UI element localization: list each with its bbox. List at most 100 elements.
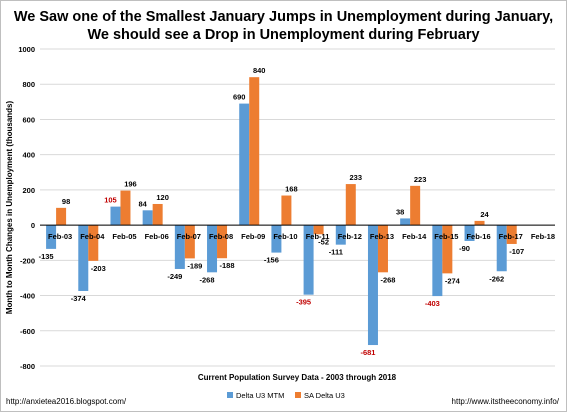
y-tick-label: -200 [20,256,35,265]
x-axis-ticks: Feb-03 Feb-04 Feb-05 Feb-06 Feb-07 Feb-08 Feb-… [48,232,555,241]
y-tick-label: 800 [22,80,35,89]
data-label: 84 [138,199,147,208]
bar-delta-u3-mtm [335,225,346,245]
data-label: -249 [167,272,182,281]
x-tick-label: Feb-09 [241,232,265,241]
x-tick-label: Feb-18 [531,232,555,241]
legend-label-sa-delta-u3: SA Delta U3 [304,391,345,400]
bar-delta-u3-mtm [400,218,411,226]
y-tick-label: -800 [20,362,35,371]
data-label: -90 [459,244,470,253]
x-tick-label: Feb-17 [499,232,523,241]
legend-label-delta-u3-mtm: Delta U3 MTM [236,391,284,400]
bar-delta-u3-mtm [46,225,57,249]
bar-sa-delta-u3 [313,225,324,235]
data-label: 38 [396,207,404,216]
data-label: 223 [414,175,427,184]
data-label: -203 [91,264,106,273]
data-label: -189 [187,261,202,270]
data-label: 840 [253,66,266,75]
data-label: 196 [124,180,137,189]
data-labels: -135 98 -374 -203 105 196 84 120 -249 -189 -268 -18… [39,66,525,357]
bar-sa-delta-u3 [281,195,292,226]
bar-delta-u3-mtm [78,225,89,291]
data-label: 105 [104,196,117,205]
y-tick-label: 0 [31,221,35,230]
x-tick-label: Feb-07 [177,232,201,241]
bar-sa-delta-u3 [56,207,67,226]
data-label: -107 [509,247,524,256]
bar-delta-u3-mtm [271,225,282,253]
bar-delta-u3-mtm [432,225,443,297]
data-label: -188 [220,261,235,270]
x-tick-label: Feb-12 [338,232,362,241]
y-axis-label: Month to Month Changes in Unemployment (… [5,101,14,315]
footer-right-url: http://www.itstheeconomy.info/ [451,397,559,406]
bar-sa-delta-u3 [506,225,517,244]
data-label: -268 [200,275,215,284]
data-label: 233 [350,173,363,182]
bar-sa-delta-u3 [377,225,388,273]
x-tick-label: Feb-13 [370,232,394,241]
y-tick-label: -600 [20,327,35,336]
x-tick-label: Feb-11 [306,232,330,241]
bar-sa-delta-u3 [217,225,228,259]
data-label: -156 [264,256,279,265]
y-tick-label: 1000 [18,45,35,54]
bar-sa-delta-u3 [345,184,356,226]
chart-title: We Saw one of the Smallest January Jumps… [0,8,567,44]
bar-delta-u3-mtm [110,206,121,226]
bar-sa-delta-u3 [410,185,421,226]
legend-swatch-sa-delta-u3 [295,392,301,398]
bar-sa-delta-u3 [442,225,453,274]
bar-delta-u3-mtm [239,103,250,226]
data-label: -395 [296,298,311,307]
x-tick-label: Feb-16 [466,232,490,241]
data-label: -52 [318,237,329,246]
chart-title-line2: We should see a Drop in Unemployment dur… [87,27,480,43]
data-label: -268 [380,275,395,284]
bar-delta-u3-mtm [174,225,185,269]
data-label: -262 [489,274,504,283]
bar-sa-delta-u3 [184,225,195,259]
data-label: 120 [156,193,169,202]
x-tick-label: Feb-15 [434,232,458,241]
bar-sa-delta-u3 [249,77,260,226]
bar-sa-delta-u3 [474,220,485,226]
legend: Delta U3 MTM SA Delta U3 [227,391,345,400]
legend-swatch-delta-u3-mtm [227,392,233,398]
x-tick-label: Feb-06 [145,232,169,241]
data-label: 98 [62,197,70,206]
chart-title-line1: We Saw one of the Smallest January Jumps… [13,9,554,25]
x-tick-label: Feb-05 [112,232,136,241]
x-axis-label: Current Population Survey Data - 2003 th… [198,373,397,382]
data-label: 690 [233,93,246,102]
bar-delta-u3-mtm [207,225,218,273]
x-tick-label: Feb-08 [209,232,233,241]
y-tick-label: 200 [22,186,35,195]
data-label: 168 [285,185,298,194]
x-tick-label: Feb-10 [273,232,297,241]
data-label: -274 [445,276,461,285]
x-tick-label: Feb-14 [402,232,427,241]
bar-delta-u3-mtm [464,225,475,241]
data-label: -135 [39,252,54,261]
data-label: -111 [329,248,343,257]
bar-delta-u3-mtm [496,225,507,272]
bar-delta-u3-mtm [142,210,153,226]
bar-delta-u3-mtm [303,225,314,295]
y-axis-ticks: -800 -600 -400 -200 0 200 400 600 800 1000 [18,45,35,371]
y-tick-label: 600 [22,115,35,124]
data-label: 24 [480,210,489,219]
x-tick-label: Feb-04 [80,232,105,241]
data-label: -403 [425,299,440,308]
y-tick-label: 400 [22,151,35,160]
bar-sa-delta-u3 [152,203,163,226]
data-label: -681 [360,348,375,357]
bar-sa-delta-u3 [88,225,99,261]
bar-sa-delta-u3 [120,190,131,226]
bars [46,77,517,346]
bar-delta-u3-mtm [367,225,378,346]
x-tick-label: Feb-03 [48,232,72,241]
